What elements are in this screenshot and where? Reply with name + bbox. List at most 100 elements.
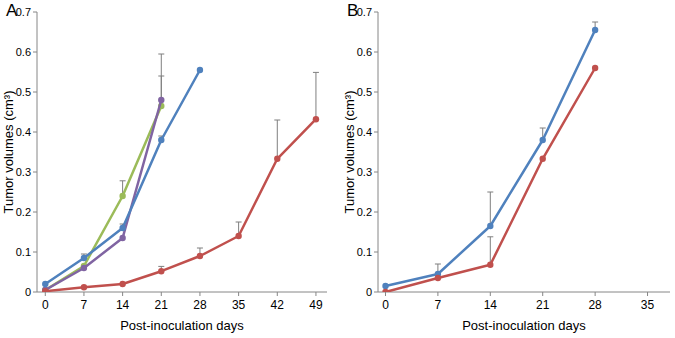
marker: [81, 255, 87, 261]
x-tick-label: 49: [309, 298, 323, 312]
y-tick-label: 0.2: [357, 206, 372, 218]
y-tick: [374, 292, 378, 293]
y-tick-label: 0.7: [16, 6, 31, 18]
y-tick: [374, 92, 378, 93]
y-tick: [374, 252, 378, 253]
marker: [235, 233, 241, 239]
panel: A00.10.20.30.40.50.60.707142128354249Pos…: [1, 1, 327, 333]
y-tick: [33, 252, 37, 253]
marker: [540, 156, 546, 162]
marker: [119, 281, 125, 287]
x-axis: [378, 292, 670, 293]
y-tick-label: 0.3: [16, 166, 31, 178]
y-tick-label: 0.1: [357, 246, 372, 258]
y-tick: [33, 92, 37, 93]
marker: [487, 262, 493, 268]
x-tick-label: 7: [81, 298, 88, 312]
series-line: [45, 119, 316, 291]
series-line: [385, 30, 595, 286]
y-axis-label: Tumor volumes (cm³): [342, 90, 357, 213]
y-tick-label: 0.4: [357, 126, 372, 138]
x-tick-label: 35: [641, 298, 655, 312]
marker: [158, 137, 164, 143]
x-axis-label: Post-inoculation days: [462, 318, 586, 333]
x-tick: [315, 292, 316, 296]
marker: [158, 97, 164, 103]
marker: [540, 137, 546, 143]
y-tick-label: 0.7: [357, 6, 372, 18]
y-tick-label: 0.5: [357, 86, 372, 98]
x-tick: [83, 292, 84, 296]
y-tick-label: 0.5: [16, 86, 31, 98]
y-tick-label: 0.3: [357, 166, 372, 178]
marker: [197, 67, 203, 73]
marker: [197, 253, 203, 259]
y-tick-label: 0: [366, 286, 372, 298]
x-tick-label: 14: [116, 298, 130, 312]
x-tick-label: 42: [271, 298, 285, 312]
y-tick: [33, 212, 37, 213]
series-line: [45, 70, 200, 284]
y-tick: [33, 12, 37, 13]
x-tick: [199, 292, 200, 296]
y-tick-label: 0.6: [357, 46, 372, 58]
y-tick: [374, 132, 378, 133]
marker: [435, 275, 441, 281]
marker: [382, 283, 388, 289]
x-tick: [238, 292, 239, 296]
y-tick: [33, 172, 37, 173]
y-axis: [378, 12, 379, 292]
y-tick: [374, 12, 378, 13]
y-axis: [37, 12, 38, 292]
series-line: [45, 106, 161, 290]
y-tick-label: 0: [25, 286, 31, 298]
series-line: [45, 100, 161, 290]
marker: [119, 193, 125, 199]
error-bar: [313, 72, 319, 119]
y-tick: [33, 52, 37, 53]
x-tick: [161, 292, 162, 296]
x-tick: [45, 292, 46, 296]
figure: A00.10.20.30.40.50.60.707142128354249Pos…: [0, 0, 675, 338]
marker: [42, 288, 48, 292]
marker: [119, 225, 125, 231]
y-tick-label: 0.2: [16, 206, 31, 218]
x-tick-label: 28: [588, 298, 602, 312]
y-tick-label: 0.1: [16, 246, 31, 258]
marker: [81, 265, 87, 271]
x-tick: [490, 292, 491, 296]
marker: [592, 65, 598, 71]
x-tick-label: 0: [382, 298, 389, 312]
marker: [42, 281, 48, 287]
x-tick: [542, 292, 543, 296]
marker: [158, 268, 164, 274]
marker: [487, 223, 493, 229]
x-tick-label: 35: [232, 298, 246, 312]
y-tick: [33, 292, 37, 293]
y-tick-label: 0.4: [16, 126, 31, 138]
panel: B00.10.20.30.40.50.60.70714212835Post-in…: [342, 1, 670, 333]
error-bar: [158, 54, 164, 100]
x-tick-label: 21: [155, 298, 169, 312]
x-tick: [647, 292, 648, 296]
x-tick-label: 21: [536, 298, 550, 312]
y-axis-label: Tumor volumes (cm³): [1, 90, 16, 213]
y-tick: [374, 212, 378, 213]
plot-area: [382, 22, 598, 292]
marker: [592, 27, 598, 33]
marker: [119, 235, 125, 241]
x-tick-label: 7: [435, 298, 442, 312]
x-axis: [37, 292, 327, 293]
x-axis-label: Post-inoculation days: [120, 318, 244, 333]
x-tick: [277, 292, 278, 296]
x-tick: [122, 292, 123, 296]
marker: [274, 156, 280, 162]
plot-area: [42, 54, 319, 292]
marker: [382, 289, 388, 292]
marker: [81, 284, 87, 290]
x-tick-label: 28: [193, 298, 207, 312]
y-tick: [374, 52, 378, 53]
x-tick: [437, 292, 438, 296]
y-tick: [374, 172, 378, 173]
error-bar: [274, 120, 280, 159]
